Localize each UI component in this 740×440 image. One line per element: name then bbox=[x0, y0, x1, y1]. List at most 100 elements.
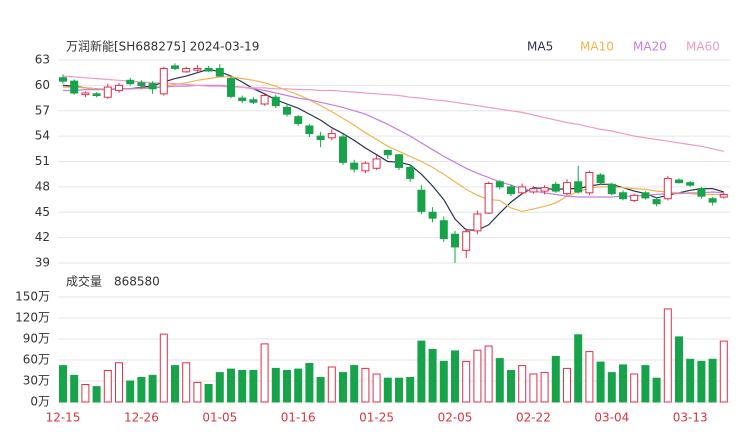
candle-body bbox=[495, 181, 504, 188]
volume-bar bbox=[193, 381, 202, 403]
legend-label: MA5 bbox=[527, 40, 553, 54]
candle-body bbox=[697, 188, 706, 197]
volume-bar bbox=[327, 366, 336, 403]
x-tick-label: 01-25 bbox=[359, 411, 394, 425]
volume-bar bbox=[92, 386, 101, 403]
candle-body bbox=[59, 77, 67, 82]
volume-bar bbox=[171, 365, 179, 403]
volume-bar bbox=[361, 367, 370, 403]
x-tick-label: 12-26 bbox=[124, 411, 159, 425]
candle-body bbox=[406, 166, 415, 179]
volume-bar bbox=[249, 370, 258, 403]
volume-bar bbox=[126, 380, 135, 403]
volume-bar bbox=[395, 377, 403, 403]
candle-body bbox=[462, 231, 471, 251]
candle-body bbox=[675, 179, 683, 184]
candle-body bbox=[148, 83, 157, 90]
candle-body bbox=[708, 198, 717, 203]
volume-bar bbox=[350, 365, 359, 403]
volume-bar bbox=[630, 373, 639, 403]
candle-body bbox=[204, 67, 213, 72]
volume-bar bbox=[260, 343, 269, 403]
candle-body bbox=[451, 233, 459, 248]
volume-bar bbox=[551, 356, 560, 403]
volume-bar bbox=[70, 374, 79, 403]
volume-bar bbox=[271, 367, 280, 403]
candle-body bbox=[339, 136, 347, 163]
volume-bar bbox=[596, 361, 605, 403]
volume-bar bbox=[451, 350, 459, 403]
candle-body bbox=[260, 95, 269, 105]
volume-latest: 868580 bbox=[114, 275, 160, 289]
volume-bar bbox=[607, 372, 616, 403]
candle-body bbox=[428, 211, 437, 219]
candle-body bbox=[316, 135, 325, 141]
y-tick-label: 90万 bbox=[23, 332, 50, 346]
chart-title: 万润新能[SH688275] 2024-03-19 bbox=[66, 39, 259, 54]
candle-body bbox=[193, 67, 202, 71]
candle-body bbox=[540, 187, 549, 192]
candle-body bbox=[137, 82, 146, 86]
candle-body bbox=[103, 86, 112, 98]
volume-bar bbox=[574, 334, 583, 403]
volume-bar bbox=[238, 370, 247, 403]
legend-label: MA10 bbox=[580, 40, 614, 54]
candle-body bbox=[719, 193, 728, 198]
x-tick-label: 12-15 bbox=[46, 411, 81, 425]
candle-body bbox=[596, 174, 605, 184]
y-tick-label: 54 bbox=[35, 129, 50, 143]
candle-body bbox=[630, 194, 639, 201]
volume-bar bbox=[652, 377, 661, 403]
volume-bar bbox=[663, 308, 672, 403]
volume-bar bbox=[495, 358, 504, 403]
volume-bar bbox=[227, 368, 235, 403]
candle-body bbox=[372, 158, 381, 169]
candle-body bbox=[507, 186, 515, 195]
candle-body bbox=[641, 192, 650, 199]
y-tick-label: 39 bbox=[35, 256, 50, 270]
candle-body bbox=[327, 133, 336, 139]
volume-bar bbox=[383, 377, 392, 403]
volume-bar bbox=[159, 333, 168, 403]
candle-body bbox=[619, 192, 627, 200]
volume-bar bbox=[372, 373, 381, 403]
volume-bar bbox=[507, 370, 515, 403]
candle-body bbox=[607, 183, 616, 195]
candle-body bbox=[439, 220, 448, 239]
y-tick-label: 60万 bbox=[23, 353, 50, 367]
candle-body bbox=[92, 93, 101, 97]
y-tick-label: 120万 bbox=[15, 311, 50, 325]
ma-line bbox=[62, 75, 724, 152]
candle-body bbox=[305, 125, 314, 135]
candle-body bbox=[574, 181, 583, 193]
x-tick-label: 02-22 bbox=[516, 411, 551, 425]
y-tick-label: 45 bbox=[35, 205, 50, 219]
candle-body bbox=[663, 177, 672, 200]
candle-body bbox=[529, 188, 538, 193]
volume-bar bbox=[462, 360, 471, 403]
volume-bar bbox=[215, 372, 224, 403]
y-tick-label: 48 bbox=[35, 179, 50, 193]
volume-bar bbox=[697, 360, 706, 403]
volume-bar bbox=[283, 370, 291, 403]
volume-bar bbox=[719, 340, 728, 403]
y-tick-label: 30万 bbox=[23, 374, 50, 388]
x-tick-label: 02-05 bbox=[438, 411, 473, 425]
candle-body bbox=[171, 65, 179, 69]
candle-body bbox=[417, 189, 426, 212]
ma-line bbox=[63, 76, 724, 213]
volume-bar bbox=[81, 384, 90, 403]
y-tick-label: 0万 bbox=[30, 395, 50, 409]
volume-bar bbox=[484, 345, 493, 403]
candle-body bbox=[395, 154, 403, 168]
volume-bar bbox=[563, 367, 571, 403]
ma-line bbox=[63, 84, 724, 198]
y-tick-label: 42 bbox=[35, 230, 50, 244]
volume-bar bbox=[585, 351, 594, 403]
candle-body bbox=[238, 97, 247, 102]
y-tick-label: 57 bbox=[35, 103, 50, 117]
volume-bar bbox=[686, 358, 695, 403]
candle-body bbox=[249, 99, 258, 103]
candle-body bbox=[294, 116, 303, 124]
